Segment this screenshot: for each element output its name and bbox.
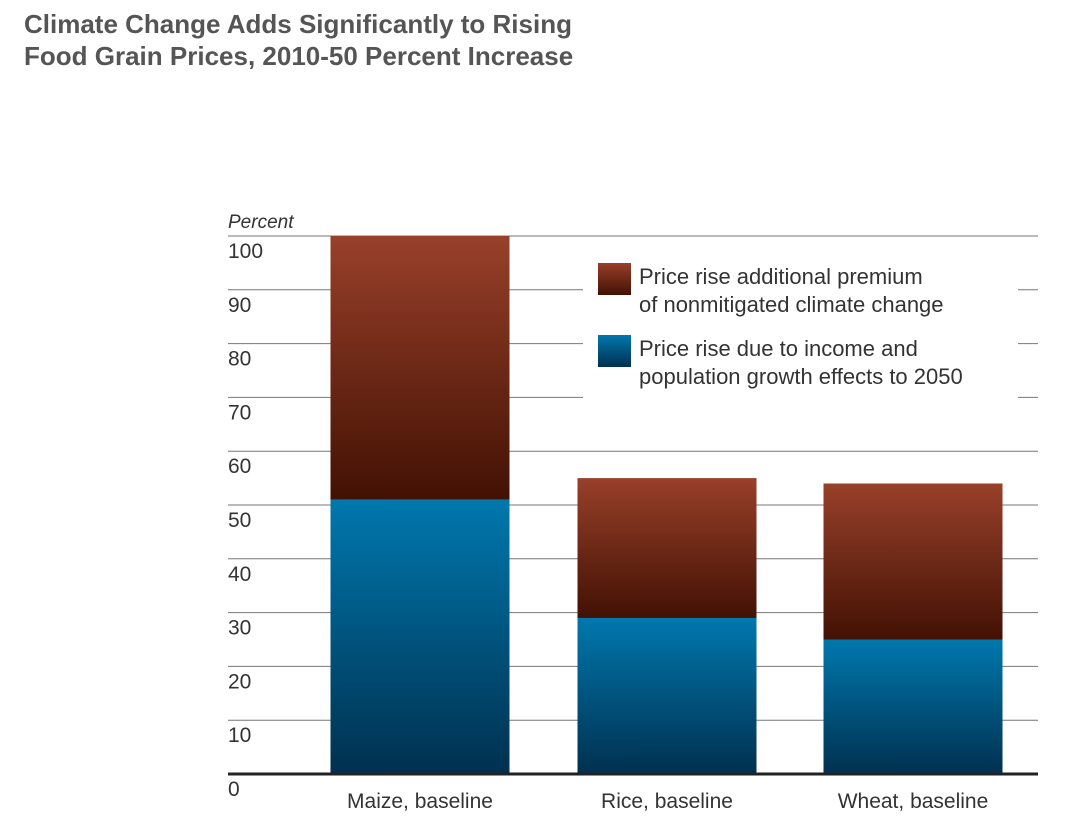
chart-title-line-1: Climate Change Adds Significantly to Ris… [24, 9, 572, 39]
x-category-label-wheat: Wheat, baseline [838, 790, 989, 813]
bars [330, 236, 1003, 774]
y-tick-label-30: 30 [228, 617, 251, 640]
bar-wheat-climate-premium [823, 483, 1003, 640]
legend-background [583, 250, 1018, 400]
bar-maize-income-population [330, 499, 510, 774]
y-tick-label-60: 60 [228, 455, 251, 478]
legend-climate-premium-line-2: of nonmitigated climate change [639, 292, 944, 317]
bar-wheat-income-population [823, 639, 1003, 774]
y-tick-label-40: 40 [228, 563, 251, 586]
x-category-label-maize: Maize, baseline [347, 790, 493, 813]
chart-title-line-2: Food Grain Prices, 2010-50 Percent Incre… [24, 41, 574, 71]
legend-income-population-line-2: population growth effects to 2050 [639, 364, 963, 389]
y-tick-label-50: 50 [228, 509, 251, 532]
y-tick-label-80: 80 [228, 348, 251, 371]
legend: Price rise additional premium of nonmiti… [583, 250, 1018, 400]
y-tick-label-0: 0 [228, 778, 240, 801]
bar-rice-income-population [577, 617, 757, 774]
y-tick-label-20: 20 [228, 670, 251, 693]
y-axis-label: Percent [228, 212, 294, 233]
legend-swatch-climate-premium [598, 263, 631, 295]
y-axis-ticks: 0 10 20 30 40 50 60 70 80 90 100 [228, 240, 263, 801]
legend-swatch-income-population [598, 335, 631, 367]
x-axis-categories: Maize, baseline Rice, baseline Wheat, base… [347, 790, 988, 813]
legend-climate-premium-line-1: Price rise additional premium [639, 264, 923, 289]
chart-title: Climate Change Adds Significantly to Ris… [24, 8, 573, 72]
x-category-label-rice: Rice, baseline [601, 790, 733, 813]
bar-rice-climate-premium [577, 478, 757, 618]
y-tick-label-100: 100 [228, 240, 263, 263]
y-tick-label-70: 70 [228, 401, 251, 424]
bar-maize-climate-premium [330, 236, 510, 500]
y-tick-label-90: 90 [228, 294, 251, 317]
legend-income-population-line-1: Price rise due to income and [639, 336, 918, 361]
y-tick-label-10: 10 [228, 724, 251, 747]
